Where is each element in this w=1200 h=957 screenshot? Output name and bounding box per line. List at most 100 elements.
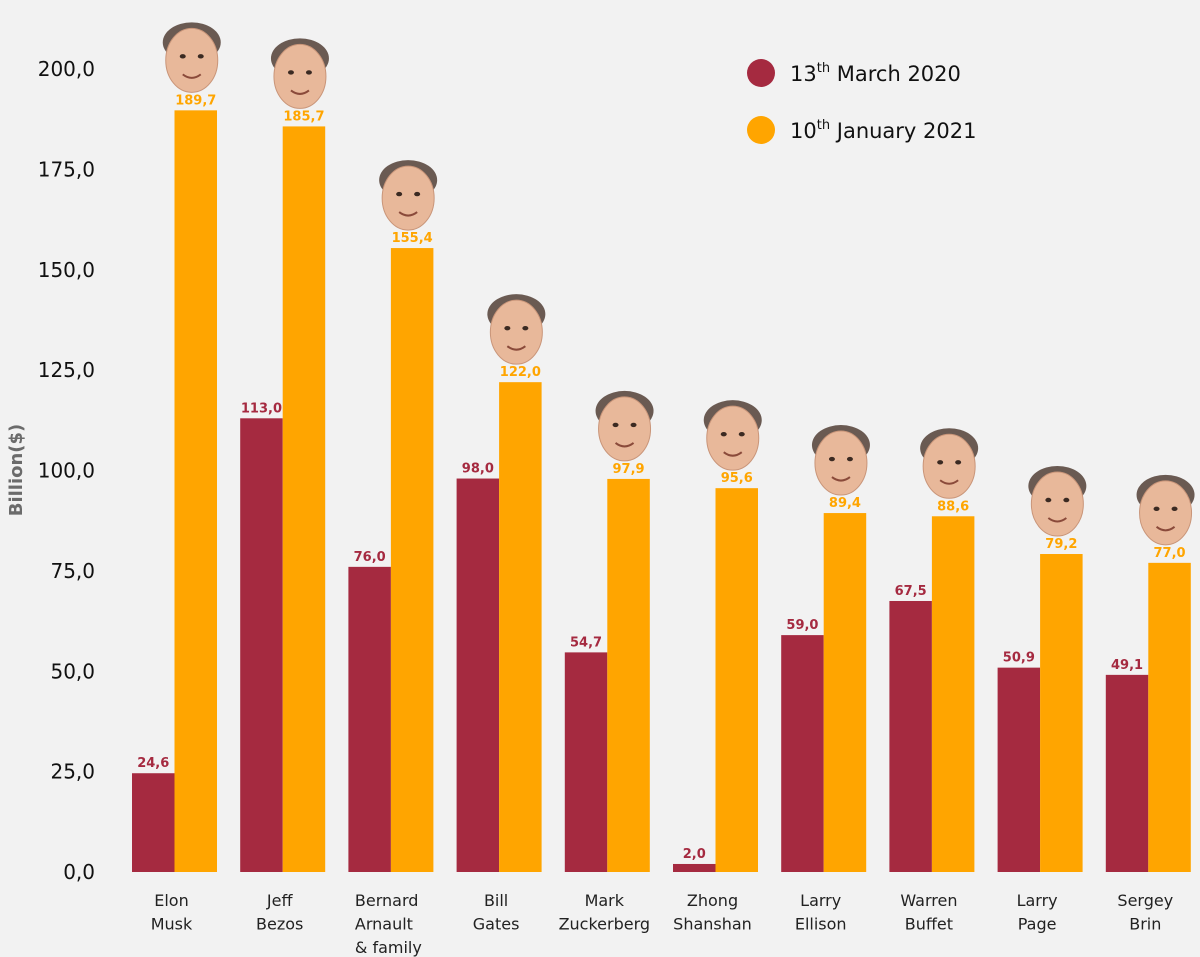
portrait-icon — [811, 425, 870, 496]
mouth-shape — [614, 442, 635, 448]
eye-shape — [504, 325, 511, 331]
portrait-icon — [379, 160, 438, 231]
x-tick-label: Bernard — [355, 891, 419, 910]
x-tick-label: Arnault — [355, 915, 413, 934]
portrait-icon — [595, 390, 654, 462]
x-tick-label: Gates — [473, 915, 520, 934]
legend-marker — [747, 59, 775, 87]
data-label: 24,6 — [137, 756, 169, 771]
y-axis-title: Billion($) — [6, 424, 27, 517]
x-tick-label: Ellison — [795, 915, 847, 934]
legend-label: 13th March 2020 — [790, 61, 961, 86]
x-tick-label: Elon — [154, 891, 188, 910]
data-label: 88,6 — [937, 499, 969, 514]
bars — [132, 110, 1191, 873]
eye-shape — [846, 456, 853, 462]
mouth-shape — [290, 89, 310, 95]
x-tick-label: Musk — [151, 915, 193, 934]
eye-shape — [179, 54, 186, 59]
eye-shape — [287, 70, 294, 75]
x-tick-label: Larry — [800, 891, 841, 910]
face-shape — [706, 405, 760, 471]
y-tick-label: 25,0 — [50, 760, 95, 784]
data-label: 67,5 — [895, 584, 927, 599]
y-tick-label: 125,0 — [38, 358, 95, 382]
legend-marker — [747, 116, 775, 144]
mouth-shape — [723, 451, 743, 457]
portrait-icon — [920, 428, 979, 499]
eye-shape — [612, 422, 619, 428]
mouth-shape — [398, 211, 418, 217]
face-shape — [165, 27, 219, 93]
mouth-shape — [831, 476, 851, 482]
data-label: 76,0 — [354, 550, 386, 565]
mouth-shape — [1047, 517, 1067, 523]
bar — [282, 126, 326, 873]
x-axis-labels: Elon Musk Jeff Bezos Bernard Arnault & family B… — [151, 891, 1173, 957]
x-tick-label: Brin — [1129, 915, 1161, 934]
x-tick-label: Sergey — [1117, 891, 1173, 910]
eye-shape — [720, 431, 727, 437]
x-tick-label: Shanshan — [673, 915, 752, 934]
eye-shape — [955, 460, 962, 465]
data-label: 59,0 — [786, 618, 818, 633]
y-tick-label: 200,0 — [38, 57, 95, 81]
bar — [931, 516, 975, 872]
y-tick-label: 100,0 — [38, 459, 95, 483]
portrait-icon — [487, 294, 546, 365]
portrait-icon — [162, 22, 221, 93]
data-label: 77,0 — [1154, 546, 1186, 561]
x-tick-label: & family — [355, 938, 422, 957]
y-tick-label: 175,0 — [38, 157, 95, 181]
bar — [564, 652, 608, 872]
mouth-shape — [506, 345, 526, 351]
legend: 13th March 2020 10th January 2021 — [747, 59, 976, 144]
data-label: 95,6 — [721, 471, 753, 486]
data-label: 113,0 — [241, 401, 282, 416]
face-shape — [922, 433, 976, 499]
eye-shape — [828, 456, 835, 462]
data-label: 2,0 — [683, 847, 706, 862]
bar — [889, 600, 932, 872]
data-label: 97,9 — [613, 462, 645, 477]
bar — [997, 667, 1041, 872]
face-shape — [814, 430, 868, 496]
y-tick-label: 50,0 — [50, 659, 95, 683]
eye-shape — [937, 460, 944, 465]
bar — [174, 110, 217, 873]
bar — [456, 478, 500, 872]
data-label: 89,4 — [829, 496, 861, 511]
y-tick-label: 75,0 — [50, 559, 95, 583]
face-shape — [381, 165, 435, 231]
eye-shape — [1063, 497, 1070, 503]
y-axis-ticks: 0,0 25,0 50,0 75,0 100,0 125,0 150,0 175,0 200,0 — [38, 57, 95, 884]
face-shape — [598, 396, 652, 462]
y-tick-label: 150,0 — [38, 258, 95, 282]
bar — [781, 635, 824, 872]
x-tick-label: Page — [1018, 915, 1057, 934]
eye-shape — [197, 54, 204, 59]
face-shape — [1030, 471, 1084, 537]
eye-shape — [1171, 506, 1178, 512]
portrait-icon — [703, 400, 762, 471]
mouth-shape — [1155, 526, 1176, 532]
x-tick-label: Larry — [1017, 891, 1058, 910]
portrait-icon — [1136, 474, 1195, 546]
bar — [390, 248, 434, 873]
portrait-icon — [270, 38, 329, 109]
data-label: 79,2 — [1045, 537, 1077, 552]
bar — [673, 863, 716, 872]
mouth-shape — [182, 73, 202, 79]
x-tick-label: Zhong — [687, 891, 738, 910]
data-label: 54,7 — [570, 635, 602, 650]
eye-shape — [630, 422, 637, 428]
face-shape — [1139, 480, 1193, 546]
eye-shape — [305, 70, 312, 75]
eye-shape — [1045, 497, 1052, 503]
x-tick-label: Jeff — [266, 891, 294, 910]
portrait-icon — [1028, 466, 1087, 537]
x-tick-label: Bezos — [256, 915, 303, 934]
bar — [715, 488, 758, 872]
data-label: 50,9 — [1003, 651, 1035, 666]
